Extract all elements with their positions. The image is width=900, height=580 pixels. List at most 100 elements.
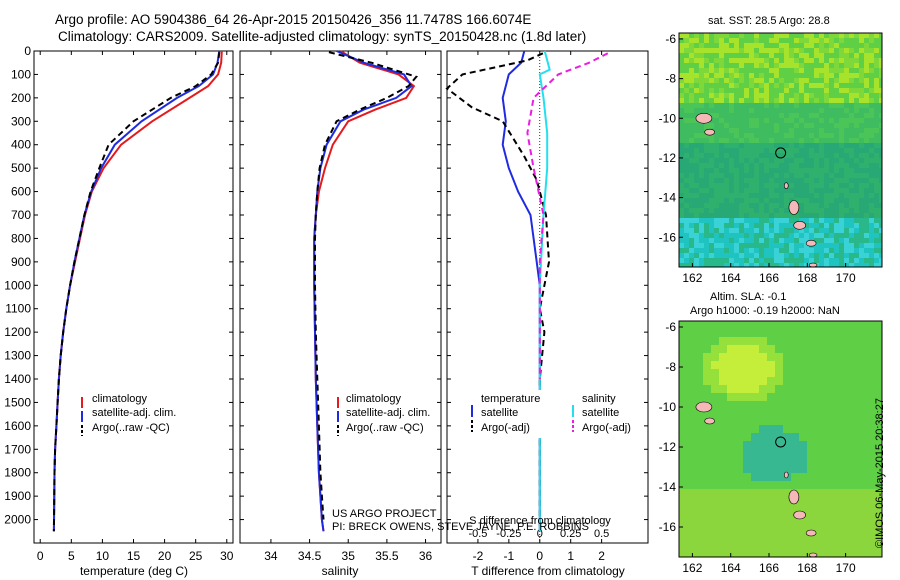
map-cell [764,198,769,203]
map-cell [711,457,719,465]
x-tick-label: 2 [598,549,605,563]
map-cell [871,457,879,465]
map-cell [854,118,859,123]
map-cell [687,457,695,465]
map-cell [743,545,751,553]
map-cell [879,521,882,529]
map-cell [824,83,829,88]
map-cell [739,138,744,143]
map-cell [831,489,839,497]
map-cell [834,183,839,188]
map-cell [809,73,814,78]
map-cell [739,148,744,153]
map-cell [864,133,869,138]
map-cell [829,118,834,123]
map-cell [744,103,749,108]
map-cell [714,113,719,118]
map-cell [849,38,854,43]
map-cell [824,188,829,193]
map-cell [794,218,799,223]
map-cell [744,38,749,43]
map-cell [844,103,849,108]
map-cell [754,38,759,43]
map-cell [694,238,699,243]
map-cell [879,93,882,98]
map-cell [729,248,734,253]
map-cell [869,198,874,203]
map-cell [789,243,794,248]
map-cell [679,497,687,505]
map-cell [743,369,751,377]
map-cell [859,48,864,53]
map-cell [779,58,784,63]
map-cell [809,193,814,198]
map-cell [714,223,719,228]
map-cell [823,457,831,465]
map-cell [784,128,789,133]
map-cell [751,417,759,425]
map-cell [799,103,804,108]
map-cell [719,409,727,417]
map-cell [724,98,729,103]
map-cell [804,128,809,133]
map-cell [844,128,849,133]
map-cell [789,103,794,108]
map-cell [855,505,863,513]
map-cell [863,417,871,425]
map-cell [679,433,687,441]
map-cell [739,223,744,228]
map-cell [689,58,694,63]
map-cell [874,138,879,143]
map-cell [839,48,844,53]
map-cell [789,173,794,178]
map-cell [799,228,804,233]
map-cell [689,258,694,263]
map-cell [869,43,874,48]
map-cell [819,83,824,88]
map-cell [679,108,684,113]
map-cell [699,68,704,73]
map-cell [703,457,711,465]
map-cell [804,253,809,258]
map-cell [749,78,754,83]
map-cell [814,143,819,148]
map-cell [684,73,689,78]
map-cell [739,233,744,238]
map-cell [804,103,809,108]
map-cell [754,103,759,108]
map-cell [799,369,807,377]
map-cell [769,243,774,248]
map-cell [859,73,864,78]
map-cell [679,153,684,158]
map-cell [874,258,879,263]
map-cell [764,158,769,163]
map-cell [769,248,774,253]
map-cell [735,393,743,401]
map-cell [819,243,824,248]
map-cell [759,173,764,178]
map-cell [764,153,769,158]
map-cell [799,253,804,258]
map-cell [719,497,727,505]
map-cell [779,78,784,83]
map-cell [769,133,774,138]
map-cell [814,113,819,118]
map-cell [789,183,794,188]
map-cell [704,138,709,143]
map-cell [735,545,743,553]
map-cell [869,83,874,88]
map-cell [714,203,719,208]
map-cell [719,529,727,537]
map-cell [839,238,844,243]
map-cell [864,43,869,48]
map-cell [804,123,809,128]
map-cell [704,248,709,253]
map-cell [824,63,829,68]
map-cell [879,148,882,153]
x-tick-label: 35.5 [375,549,399,563]
map-cell [775,417,783,425]
map-cell [734,123,739,128]
map-cell [769,93,774,98]
map-cell [684,88,689,93]
map-cell [794,188,799,193]
